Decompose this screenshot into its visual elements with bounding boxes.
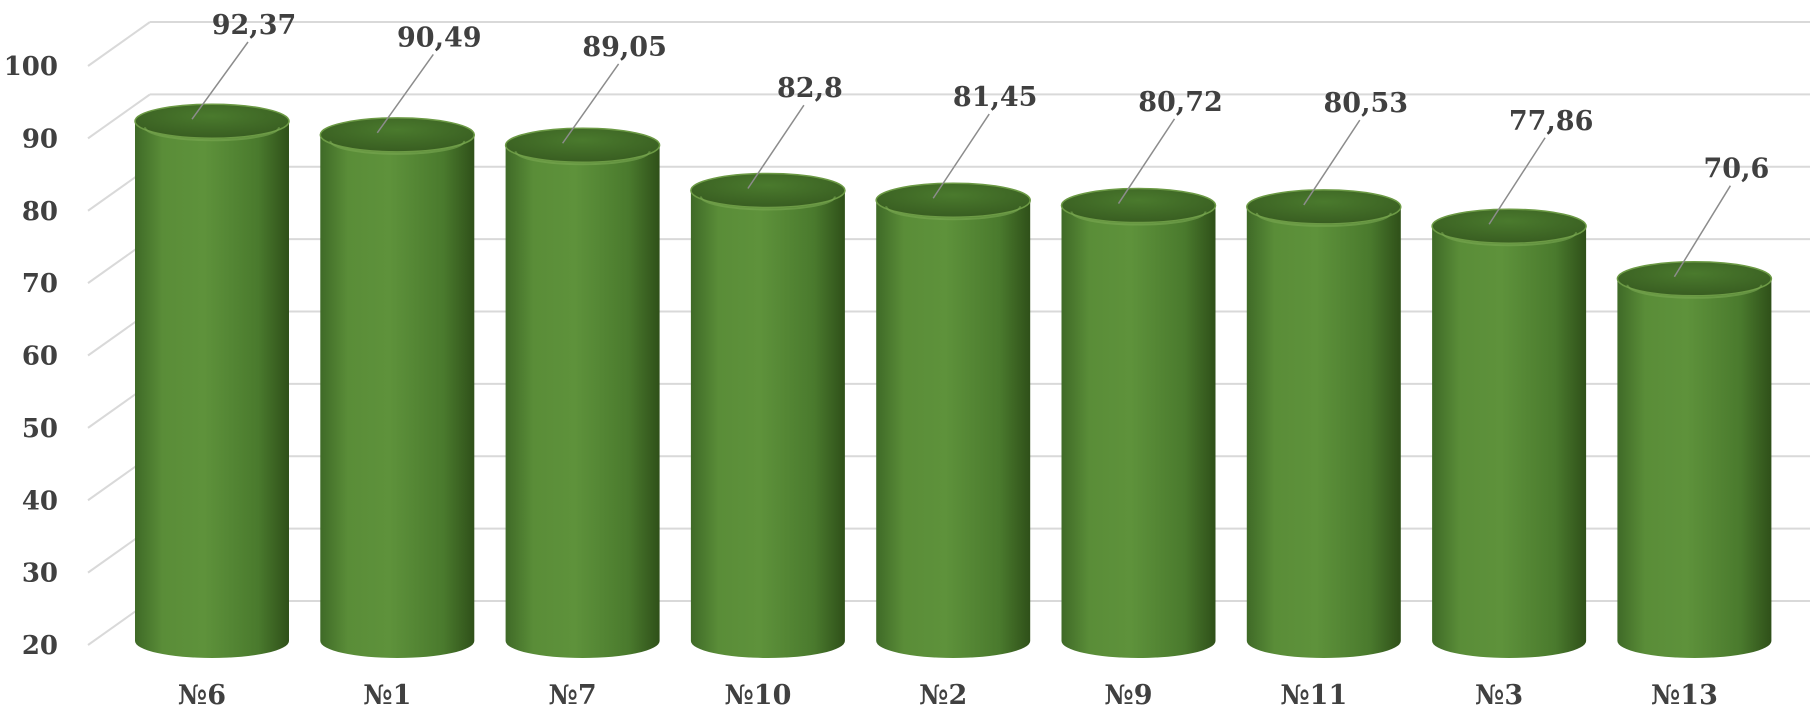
bar-cap-highlight [1255, 212, 1392, 227]
bar-cap-highlight [885, 206, 1022, 221]
x-tick-label: №9 [1104, 680, 1152, 711]
bar-cap-highlight [329, 140, 466, 155]
data-label-leader [1488, 137, 1546, 225]
y-tick-label: 20 [22, 631, 58, 661]
data-label: 80,53 [1324, 88, 1409, 119]
data-label-leader [1117, 118, 1176, 204]
bar-2 [319, 117, 476, 659]
bar-cap-highlight [1626, 284, 1763, 299]
bar-cap [1060, 187, 1217, 224]
data-label-leader [376, 53, 434, 134]
x-tick-label: №1 [363, 680, 411, 711]
bar-body [135, 121, 289, 659]
bar-cap-highlight [514, 151, 651, 166]
bar-9 [1616, 261, 1773, 658]
data-label: 81,45 [953, 82, 1038, 113]
data-labels: 92,37 90,49 89,05 82,8 81,45 80,72 80,53 77,86 7… [191, 10, 1770, 278]
bar-1 [134, 103, 290, 659]
y-tick-label: 90 [22, 124, 58, 154]
bar-cap [690, 172, 846, 209]
bar-cap [134, 103, 290, 139]
data-label-leader [1303, 119, 1361, 206]
x-tick-label: №10 [724, 680, 791, 711]
bar-body [1617, 278, 1772, 658]
data-label-leader [747, 104, 805, 189]
bar-body [1432, 226, 1587, 658]
x-tick-label: №2 [919, 680, 967, 711]
data-label: 80,72 [1138, 87, 1223, 118]
y-tick-label: 60 [22, 342, 58, 372]
data-label: 89,05 [582, 32, 667, 63]
y-axis-ticks: 20 30 40 50 60 70 80 90 100 [4, 52, 58, 661]
bar-body [876, 200, 1031, 658]
data-label: 82,8 [777, 73, 843, 104]
bar-cap [1431, 208, 1587, 244]
bar-body [320, 134, 475, 659]
bar-6 [1060, 187, 1217, 658]
bar-cap-highlight [699, 196, 836, 211]
data-label: 90,49 [397, 22, 482, 53]
data-label: 77,86 [1509, 106, 1594, 137]
bar-cap [875, 182, 1031, 219]
y-tick-label: 80 [22, 197, 58, 227]
data-label: 70,6 [1704, 154, 1770, 185]
x-tick-label: №3 [1475, 680, 1523, 711]
bar-4 [690, 172, 846, 659]
bar-5 [875, 182, 1031, 658]
data-label-leader [191, 41, 249, 120]
bar-body [1246, 206, 1401, 658]
x-tick-label: №6 [178, 680, 226, 711]
bar-cap [1616, 261, 1773, 297]
gridline-diagonal [87, 21, 151, 67]
bar-cap-highlight [1441, 232, 1578, 247]
x-axis-ticks: №6 №1 №7 №10 №2 №9 №11 №3 №13 [178, 680, 1718, 711]
bar-cap [319, 117, 476, 153]
bar-body [690, 190, 845, 659]
bar-cap [1246, 189, 1402, 225]
bar-cap-highlight [144, 127, 280, 142]
bar-cap [504, 127, 661, 164]
bar-7 [1246, 189, 1402, 658]
x-tick-label: №13 [1651, 680, 1718, 711]
y-tick-label: 50 [22, 414, 58, 444]
data-label: 92,37 [212, 10, 297, 41]
y-tick-label: 100 [4, 52, 58, 82]
bar-3 [504, 127, 661, 659]
data-label-leader [561, 63, 620, 144]
y-tick-label: 40 [22, 486, 58, 516]
y-tick-label: 30 [22, 559, 58, 589]
data-label-leader [1673, 185, 1732, 278]
bar-body [1061, 205, 1216, 658]
y-tick-label: 70 [22, 269, 58, 299]
bar-cap-highlight [1070, 211, 1207, 226]
x-tick-label: №11 [1280, 680, 1347, 711]
gridline-diagonal [87, 93, 151, 140]
bar-body [505, 145, 660, 659]
data-label-leader [932, 113, 990, 199]
x-tick-label: №7 [549, 680, 597, 711]
bars [134, 103, 1773, 659]
bar-8 [1431, 208, 1587, 658]
